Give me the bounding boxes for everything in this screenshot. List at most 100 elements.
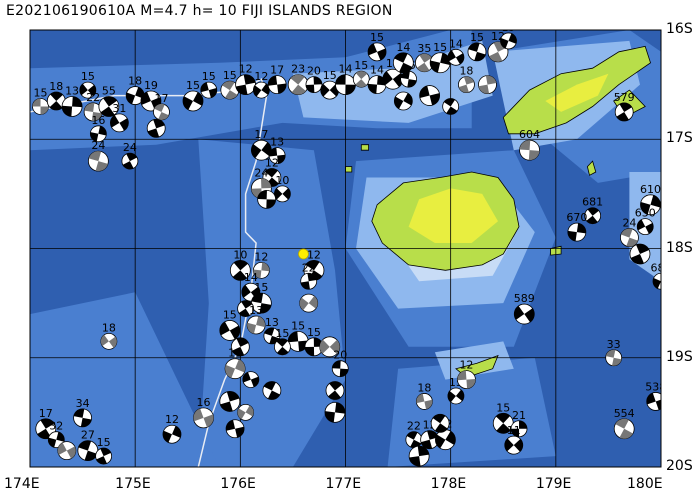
focal-mechanism: 15 (95, 436, 113, 465)
lon-label: 175E (115, 476, 151, 492)
focal-mechanism: 538 (645, 380, 666, 411)
focal-mechanism: 17 (153, 92, 170, 121)
focal-mechanism (219, 391, 241, 412)
depth-label: 630 (635, 207, 656, 220)
focal-mechanism: 15 (182, 79, 204, 112)
focal-mechanism: 610 (640, 183, 661, 216)
depth-label: 18 (49, 80, 63, 93)
depth-label: 15 (275, 327, 289, 340)
focal-mechanism: 15 (32, 86, 49, 115)
focal-mechanism: 33 (605, 338, 623, 367)
depth-label: 13 (270, 136, 284, 149)
focal-mechanism: 15 (273, 327, 291, 356)
focal-mechanism (325, 381, 345, 400)
depth-label: 554 (614, 407, 635, 420)
focal-mechanism: 17 (250, 128, 272, 161)
island-4 (586, 160, 597, 176)
focal-mechanism: 12 (457, 359, 476, 390)
depth-label: 538 (645, 380, 666, 393)
depth-label: 20 (333, 349, 347, 362)
focal-mechanism (324, 401, 346, 423)
focal-mechanism: 589 (514, 292, 535, 325)
focal-mechanism: 15 (79, 70, 97, 99)
lat-label: 19S (666, 348, 693, 365)
focal-mechanism (319, 336, 341, 358)
focal-mechanism: 22 (300, 261, 318, 290)
focal-mechanism: 15 (429, 41, 451, 74)
depth-label: 14 (244, 271, 258, 284)
focal-mechanism (237, 300, 254, 317)
depth-label: 12 (239, 63, 253, 76)
focal-mechanism: 15 (367, 31, 387, 62)
focal-mechanism: 11 (504, 424, 524, 455)
focal-mechanism: 24 (87, 139, 109, 172)
focal-mechanism: 12 (162, 413, 182, 444)
focal-mechanism: 20 (331, 349, 349, 378)
depth-label: 35 (417, 42, 431, 55)
depth-label: 589 (514, 292, 535, 305)
focal-mechanism: 604 (519, 128, 540, 161)
focal-mechanism: 14 (392, 41, 414, 74)
depth-label: 11 (228, 347, 242, 360)
depth-label: 24 (123, 141, 137, 154)
focal-mechanism: 12 (235, 63, 256, 96)
lon-label: 174E (4, 476, 40, 492)
focal-mechanism: 14 (335, 63, 356, 96)
focal-mechanism: 31 (109, 102, 129, 133)
depth-label: 17 (154, 92, 168, 105)
depth-label: 15 (433, 41, 447, 54)
island-highland-0 (408, 188, 498, 243)
depth-label: 13 (249, 304, 263, 317)
focal-mechanism (393, 91, 413, 111)
depth-label: 15 (470, 31, 484, 44)
lon-label: 179E (535, 476, 572, 492)
land-topography (345, 45, 651, 378)
focal-mechanism: 24 (620, 217, 639, 247)
focal-mechanism: 22 (405, 420, 423, 449)
depth-label: 11 (507, 424, 521, 437)
depth-label: 18 (102, 321, 116, 334)
depth-label: 16 (197, 396, 211, 409)
depth-label: 12 (254, 70, 268, 83)
depth-label: 17 (39, 407, 53, 420)
depth-label: 18 (417, 381, 431, 394)
focal-mechanism (57, 441, 77, 461)
current-event-marker (298, 248, 309, 260)
focal-mechanism (225, 419, 245, 439)
depth-label: 33 (607, 338, 621, 351)
focal-mechanism: 21 (510, 409, 528, 438)
depth-label: 22 (302, 261, 316, 274)
depth-label: 15 (496, 401, 510, 414)
focal-mechanism: 18 (125, 75, 145, 105)
depth-label: 19 (144, 79, 158, 92)
depth-label: 15 (81, 70, 95, 83)
focal-mechanism: 32 (47, 420, 65, 449)
event-title: E202106190610A M=4.7 h= 10 FIJI ISLANDS … (6, 3, 393, 19)
focal-mechanism: 15 (492, 401, 514, 434)
lon-label: 177E (325, 476, 362, 492)
depth-label: 12 (459, 359, 473, 372)
depth-label: 21 (512, 409, 526, 422)
focal-mechanism: 15 (287, 319, 309, 352)
focal-mechanism: 670 (566, 211, 587, 242)
focal-mechanism: 20 (305, 65, 323, 94)
depth-label: 14 (370, 64, 384, 77)
depth-label: 15 (502, 21, 516, 34)
focal-mechanism: 15 (467, 31, 487, 62)
lon-label: 180E (627, 476, 663, 492)
depth-label: 31 (112, 102, 126, 115)
focal-mechanism: 579 (614, 91, 635, 122)
depth-label: 15 (202, 70, 216, 83)
focal-mechanism (242, 371, 260, 389)
focal-mechanism (442, 98, 460, 115)
depth-label: 55 (102, 84, 116, 97)
depth-label: 24 (91, 139, 105, 152)
focal-mechanism (478, 75, 497, 95)
focal-mechanism (430, 413, 450, 433)
depth-label: 14 (449, 37, 463, 50)
focal-mechanism: 15 (304, 326, 324, 357)
depth-label: 23 (291, 63, 305, 76)
depth-label: 15 (223, 69, 237, 82)
focal-mechanism: 15 (220, 69, 240, 100)
depth-label: 34 (76, 397, 90, 410)
